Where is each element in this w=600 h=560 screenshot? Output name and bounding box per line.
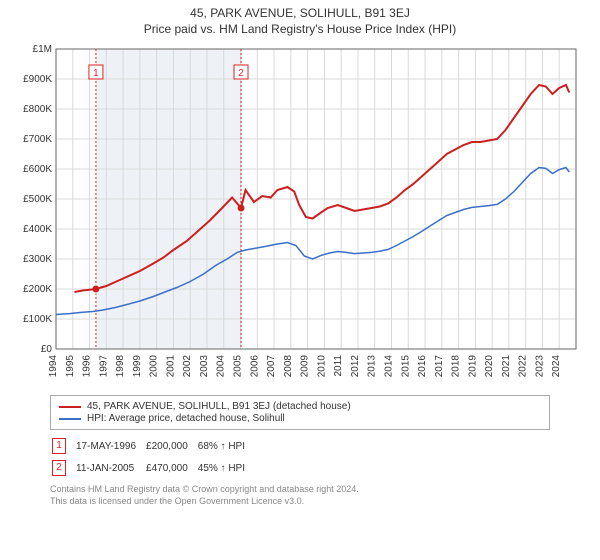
- footer-attribution: Contains HM Land Registry data © Crown c…: [50, 484, 550, 507]
- event-row: 1 17-MAY-1996£200,00068% ↑ HPI: [52, 436, 253, 456]
- x-tick-label: 1995: [65, 355, 76, 378]
- event-badge-cell: 2: [52, 460, 66, 476]
- event-price: £200,000: [146, 436, 196, 456]
- x-tick-label: 2019: [467, 355, 478, 378]
- x-tick-label: 1998: [115, 355, 126, 378]
- x-tick-label: 2008: [283, 355, 294, 378]
- y-tick-label: £300K: [23, 254, 52, 265]
- title-subtitle: Price paid vs. HM Land Registry's House …: [10, 22, 590, 38]
- event-badge-label: 2: [238, 68, 244, 79]
- x-tick-label: 2021: [501, 355, 512, 378]
- x-tick-label: 1994: [48, 355, 59, 378]
- event-badge-cell-wrap: 2: [52, 458, 74, 478]
- chart-area: £0 £100K £200K £300K £400K £500K £600K £700K £80…: [10, 41, 590, 391]
- y-tick-label: £1M: [33, 44, 52, 55]
- legend: 45, PARK AVENUE, SOLIHULL, B91 3EJ (deta…: [50, 395, 550, 430]
- x-tick-label: 2000: [149, 355, 160, 378]
- x-tick-label: 2003: [199, 355, 210, 378]
- legend-row: HPI: Average price, detached house, Soli…: [59, 413, 541, 424]
- chart-container: 45, PARK AVENUE, SOLIHULL, B91 3EJ Price…: [0, 0, 600, 560]
- events-table: 1 17-MAY-1996£200,00068% ↑ HPI 2 11-JAN-200…: [50, 434, 255, 480]
- x-tick-label: 1997: [98, 355, 109, 378]
- event-date: 11-JAN-2005: [76, 458, 144, 478]
- legend-swatch: [59, 406, 81, 408]
- x-tick-label: 2013: [367, 355, 378, 378]
- x-tick-label: 2016: [417, 355, 428, 378]
- event-date: 17-MAY-1996: [76, 436, 144, 456]
- x-tick-label: 2022: [518, 355, 529, 378]
- x-tick-label: 2015: [400, 355, 411, 378]
- event-delta: 68% ↑ HPI: [198, 436, 253, 456]
- x-tick-label: 2012: [350, 355, 361, 378]
- x-tick-label: 2004: [216, 355, 227, 378]
- legend-label: HPI: Average price, detached house, Soli…: [87, 413, 285, 424]
- legend-swatch: [59, 418, 81, 420]
- x-tick-label: 2009: [300, 355, 311, 378]
- x-tick-label: 2007: [266, 355, 277, 378]
- x-tick-label: 2011: [333, 355, 344, 377]
- legend-row: 45, PARK AVENUE, SOLIHULL, B91 3EJ (deta…: [59, 401, 541, 412]
- x-tick-label: 2006: [249, 355, 260, 378]
- x-tick-label: 2023: [534, 355, 545, 378]
- x-tick-label: 2010: [316, 355, 327, 378]
- x-tick-label: 2002: [182, 355, 193, 378]
- y-tick-label: £0: [41, 344, 53, 355]
- y-tick-label: £400K: [23, 224, 52, 235]
- y-tick-label: £100K: [23, 314, 52, 325]
- event-badge-label: 1: [93, 68, 99, 79]
- event-delta: 45% ↑ HPI: [198, 458, 253, 478]
- title-address: 45, PARK AVENUE, SOLIHULL, B91 3EJ: [10, 6, 590, 22]
- footer-line-2: This data is licensed under the Open Gov…: [50, 496, 550, 508]
- y-tick-label: £500K: [23, 194, 52, 205]
- x-tick-label: 2024: [551, 355, 562, 378]
- x-tick-label: 2005: [233, 355, 244, 378]
- y-tick-label: £800K: [23, 104, 52, 115]
- event-row: 2 11-JAN-2005£470,00045% ↑ HPI: [52, 458, 253, 478]
- y-tick-label: £900K: [23, 74, 52, 85]
- event-badge-cell-wrap: 1: [52, 436, 74, 456]
- line-chart: £0 £100K £200K £300K £400K £500K £600K £700K £80…: [10, 41, 590, 391]
- y-tick-label: £200K: [23, 284, 52, 295]
- event-price: £470,000: [146, 458, 196, 478]
- y-tick-label: £600K: [23, 164, 52, 175]
- event-badge-cell: 1: [52, 438, 66, 454]
- y-tick-label: £700K: [23, 134, 52, 145]
- legend-label: 45, PARK AVENUE, SOLIHULL, B91 3EJ (deta…: [87, 401, 351, 412]
- x-tick-label: 1996: [82, 355, 93, 378]
- x-tick-label: 2001: [165, 355, 176, 378]
- x-tick-label: 2014: [383, 355, 394, 378]
- footer-line-1: Contains HM Land Registry data © Crown c…: [50, 484, 550, 496]
- x-tick-label: 2018: [451, 355, 462, 378]
- x-tick-label: 2020: [484, 355, 495, 378]
- x-tick-label: 2017: [434, 355, 445, 378]
- x-tick-label: 1999: [132, 355, 143, 378]
